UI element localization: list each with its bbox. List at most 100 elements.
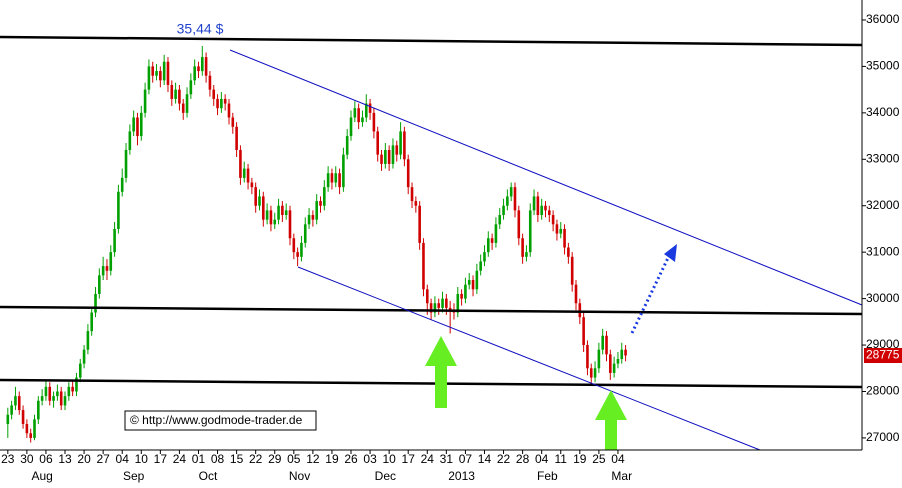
x-tick-label: 29 bbox=[268, 452, 282, 466]
candle-body bbox=[258, 196, 261, 206]
candle-body bbox=[197, 66, 200, 72]
candle-body bbox=[235, 126, 238, 150]
forecast-arrow bbox=[630, 257, 670, 334]
candle-body bbox=[155, 71, 158, 76]
candle-body bbox=[40, 396, 44, 401]
candle-body bbox=[368, 103, 372, 113]
month-label: Aug bbox=[31, 469, 52, 483]
candle-body bbox=[98, 275, 101, 294]
candle-body bbox=[185, 94, 189, 113]
candle-body bbox=[406, 159, 410, 188]
candle-body bbox=[563, 228, 566, 248]
candle-body bbox=[456, 293, 460, 313]
forecast-arrowhead bbox=[664, 244, 677, 262]
candle-body bbox=[593, 368, 597, 378]
candle-body bbox=[246, 168, 250, 183]
support-line bbox=[0, 378, 863, 389]
candle-body bbox=[544, 205, 547, 211]
resistance-line bbox=[0, 35, 863, 47]
candle-body bbox=[521, 238, 524, 257]
month-label: 2013 bbox=[448, 469, 475, 483]
candle-body bbox=[475, 270, 479, 290]
candle-body bbox=[559, 228, 563, 234]
candle-body bbox=[178, 89, 181, 104]
candle-body bbox=[216, 98, 219, 109]
candle-body bbox=[548, 210, 551, 216]
x-tick-label: 19 bbox=[325, 452, 339, 466]
candle-body bbox=[48, 386, 52, 401]
candle-body bbox=[250, 182, 254, 188]
candle-body bbox=[94, 293, 97, 313]
axes: 27000 28000 29000 30000 31000 32000 33000 34000… bbox=[1, 12, 900, 483]
candle-body bbox=[128, 131, 132, 150]
candle-body bbox=[490, 238, 494, 243]
candle-body bbox=[120, 177, 124, 192]
y-tick-label: 32000 bbox=[866, 198, 900, 212]
candle-body bbox=[403, 131, 406, 160]
candle-body bbox=[25, 423, 29, 434]
x-tick-label: 12 bbox=[306, 452, 320, 466]
x-tick-label: 04 bbox=[116, 452, 130, 466]
candle-body bbox=[105, 266, 109, 271]
candle-body bbox=[483, 252, 486, 262]
candle-body bbox=[277, 205, 280, 220]
candle-body bbox=[425, 289, 429, 304]
x-tick-label: 31 bbox=[440, 452, 454, 466]
candle-body bbox=[361, 117, 364, 123]
y-tick-label: 35000 bbox=[866, 59, 900, 73]
candle-body bbox=[284, 210, 288, 216]
candle-body bbox=[323, 187, 326, 206]
candle-body bbox=[109, 252, 113, 271]
candle-body bbox=[269, 210, 273, 225]
candle-body bbox=[262, 196, 265, 220]
candle-body bbox=[612, 363, 616, 373]
candle-body bbox=[303, 224, 307, 243]
candle-body bbox=[418, 205, 421, 243]
candle-body bbox=[239, 150, 242, 178]
candle-body bbox=[220, 98, 223, 109]
candle-body bbox=[620, 349, 624, 359]
candle-body bbox=[509, 187, 513, 197]
candle-body bbox=[586, 345, 589, 369]
candle-body bbox=[349, 117, 353, 137]
candle-body bbox=[14, 396, 17, 406]
candle-body bbox=[193, 66, 196, 81]
candle-body bbox=[597, 349, 601, 369]
candle-body bbox=[467, 280, 471, 285]
candle-body bbox=[159, 71, 162, 81]
candle-body bbox=[319, 201, 322, 206]
candle-body bbox=[200, 57, 204, 72]
candles bbox=[6, 45, 627, 443]
x-tick-label: 19 bbox=[573, 452, 587, 466]
candle-body bbox=[174, 89, 177, 99]
x-tick-label: 08 bbox=[211, 452, 225, 466]
y-tick-label: 33000 bbox=[866, 151, 900, 165]
candle-body bbox=[37, 400, 40, 420]
x-tick-label: 04 bbox=[535, 452, 549, 466]
candle-body bbox=[71, 386, 74, 392]
candle-body bbox=[334, 173, 338, 183]
x-tick-label: 05 bbox=[287, 452, 301, 466]
candle-body bbox=[254, 187, 257, 206]
candle-body bbox=[384, 150, 387, 164]
candle-body bbox=[532, 196, 536, 211]
candle-body bbox=[90, 312, 94, 332]
candle-body bbox=[212, 89, 216, 99]
x-tick-label: 01 bbox=[192, 452, 206, 466]
candle-body bbox=[292, 238, 296, 253]
x-tick-label: 07 bbox=[459, 452, 473, 466]
candle-body bbox=[364, 103, 368, 118]
candle-body bbox=[422, 242, 425, 290]
candle-body bbox=[357, 108, 360, 123]
candle-body bbox=[223, 98, 227, 104]
candle-body bbox=[181, 103, 185, 113]
copyright: © http://www.godmode-trader.de bbox=[130, 413, 303, 427]
candle-body bbox=[372, 112, 376, 132]
candle-body bbox=[429, 303, 433, 313]
candle-body bbox=[528, 210, 532, 253]
x-tick-label: 11 bbox=[555, 452, 568, 466]
candle-body bbox=[315, 201, 318, 220]
candle-body bbox=[582, 317, 585, 346]
candle-body bbox=[578, 303, 582, 318]
month-label: Oct bbox=[199, 469, 218, 483]
